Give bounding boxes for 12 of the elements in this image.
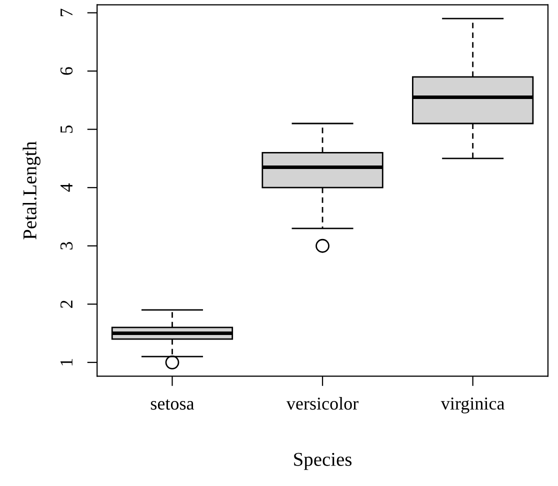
x-tick-label: virginica bbox=[440, 398, 504, 414]
y-tick-label: 6 bbox=[60, 67, 73, 75]
y-tick-label: 1 bbox=[60, 358, 72, 366]
y-tick-label: 2 bbox=[60, 300, 72, 308]
y-tick-label: 7 bbox=[60, 8, 72, 16]
x-tick-label: versicolor bbox=[286, 396, 358, 410]
y-tick-label: 3 bbox=[60, 242, 73, 250]
y-tick-label: 4 bbox=[60, 183, 72, 192]
x-axis-title: Species bbox=[294, 452, 352, 470]
y-tick-label: 5 bbox=[60, 126, 73, 133]
y-axis-title: Petal.Length bbox=[22, 141, 40, 240]
x-tick-label: setosa bbox=[150, 399, 194, 410]
